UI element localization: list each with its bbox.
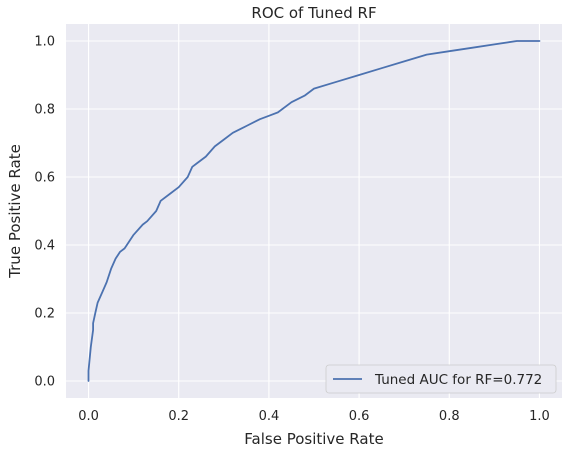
- y-tick-label: 0.4: [34, 239, 55, 254]
- y-axis-title: True Positive Rate: [6, 144, 24, 279]
- x-tick-label: 0.8: [439, 409, 460, 424]
- x-tick-label: 0.2: [168, 409, 189, 424]
- x-tick-label: 1.0: [529, 409, 550, 424]
- y-tick-label: 0.6: [34, 171, 55, 186]
- y-tick-label: 0.0: [34, 375, 55, 390]
- y-gridlines: [66, 40, 562, 382]
- x-tick-label: 0.6: [349, 409, 370, 424]
- legend-box: [325, 364, 557, 394]
- plot-background: [66, 24, 562, 398]
- y-tick-label: 0.8: [34, 103, 55, 118]
- chart-title: ROC of Tuned RF: [251, 4, 376, 22]
- y-tick-labels: 0.0 0.2 0.4 0.6 0.8 1.0: [34, 35, 55, 390]
- y-tick-label: 1.0: [34, 35, 55, 50]
- series-lines: [87, 40, 541, 382]
- legend-entry-label: Tuned AUC for RF=0.772: [374, 372, 542, 388]
- x-tick-labels: 0.0 0.2 0.4 0.6 0.8 1.0: [78, 409, 550, 424]
- roc-curve-line: [87, 40, 541, 382]
- x-gridlines: [87, 24, 541, 398]
- x-tick-label: 0.4: [259, 409, 280, 424]
- y-tick-label: 0.2: [34, 307, 55, 322]
- x-axis-title: False Positive Rate: [244, 430, 383, 448]
- legend: Tuned AUC for RF=0.772: [325, 364, 557, 394]
- x-tick-label: 0.0: [78, 409, 99, 424]
